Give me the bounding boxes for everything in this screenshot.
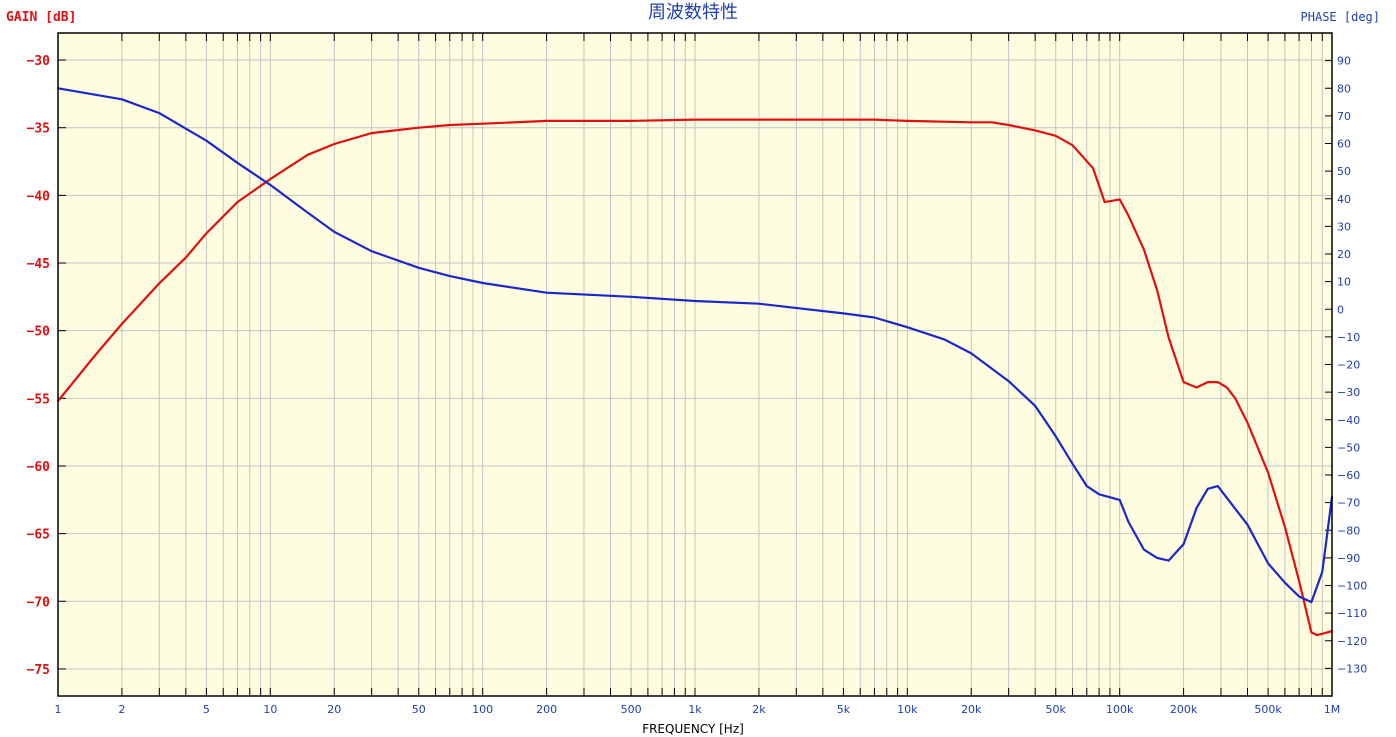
- gain-tick-label: −75: [27, 663, 50, 678]
- phase-tick-label: −110: [1337, 607, 1367, 620]
- x-tick-label: 2: [118, 703, 125, 716]
- chart-title: 周波数特性: [648, 2, 738, 23]
- x-tick-label: 1: [55, 703, 62, 716]
- phase-tick-label: −50: [1337, 441, 1360, 454]
- x-tick-label: 100k: [1106, 703, 1134, 716]
- x-axis-label: FREQUENCY [Hz]: [642, 722, 744, 736]
- x-tick-labels: 1 2 5 10 20 50 100 200 500 1k 2k 5k 10k 20k 50k 100k 200…: [55, 703, 1341, 716]
- gain-tick-label: −35: [27, 122, 50, 137]
- phase-tick-label: 40: [1337, 193, 1351, 206]
- gain-tick-label: −30: [27, 54, 51, 69]
- x-tick-label: 50: [412, 703, 426, 716]
- x-tick-label: 50k: [1046, 703, 1067, 716]
- phase-axis-label: PHASE [deg]: [1301, 10, 1380, 24]
- x-tick-label: 200: [536, 703, 557, 716]
- phase-tick-label: 30: [1337, 220, 1351, 233]
- phase-tick-label: 90: [1337, 55, 1351, 68]
- phase-tick-label: −10: [1337, 331, 1360, 344]
- grid-lines: [58, 33, 1332, 696]
- gain-axis-label: GAIN [dB]: [6, 10, 76, 25]
- phase-tick-label: 50: [1337, 165, 1351, 178]
- phase-tick-label: −40: [1337, 414, 1360, 427]
- phase-tick-label: 0: [1337, 303, 1344, 316]
- phase-tick-label: 10: [1337, 276, 1351, 289]
- series-layer: [56, 87, 1334, 637]
- phase-tick-label: −70: [1337, 497, 1360, 510]
- x-tick-label: 2k: [752, 703, 766, 716]
- x-tick-label: 5k: [837, 703, 851, 716]
- plot-frame: [57, 32, 1333, 697]
- x-tick-label: 20k: [961, 703, 982, 716]
- phase-tick-label: 20: [1337, 248, 1351, 261]
- x-tick-label: 1M: [1324, 703, 1341, 716]
- x-tick-label: 10k: [897, 703, 918, 716]
- gain-tick-label: −65: [27, 528, 50, 543]
- phase-tick-label: −100: [1337, 580, 1367, 593]
- gain-tick-label: −40: [27, 189, 51, 204]
- x-tick-label: 500: [621, 703, 642, 716]
- gain-tick-label: −55: [27, 392, 50, 407]
- phase-tick-label: 70: [1337, 110, 1351, 123]
- gain-tick-labels: −30 −35 −40 −45 −50 −55 −60 −65 −70 −75: [27, 54, 51, 678]
- phase-tick-label: −90: [1337, 552, 1360, 565]
- phase-tick-label: −130: [1337, 662, 1367, 675]
- phase-tick-label: −80: [1337, 524, 1360, 537]
- phase-tick-label: −120: [1337, 635, 1367, 648]
- phase-tick-label: 80: [1337, 82, 1351, 95]
- phase-tick-labels: 90 80 70 60 50 40 30 20 10 0 −10 −20 −30 −40 −50 −60 −70…: [1337, 55, 1367, 676]
- phase-series-line: [56, 87, 1334, 604]
- x-tick-label: 1k: [688, 703, 702, 716]
- x-tick-label: 10: [263, 703, 277, 716]
- phase-tick-label: −30: [1337, 386, 1360, 399]
- x-tick-label: 100: [472, 703, 493, 716]
- x-tick-label: 5: [203, 703, 210, 716]
- gain-tick-label: −70: [27, 595, 51, 610]
- phase-tick-label: 60: [1337, 138, 1351, 151]
- phase-tick-label: −20: [1337, 359, 1360, 372]
- x-tick-label: 20: [327, 703, 341, 716]
- x-tick-label: 200k: [1170, 703, 1198, 716]
- x-tick-label: 500k: [1254, 703, 1282, 716]
- gain-tick-label: −45: [27, 257, 50, 272]
- gain-tick-label: −50: [27, 325, 51, 340]
- axis-ticks: [58, 33, 1332, 696]
- gain-series-line: [56, 118, 1334, 637]
- phase-tick-label: −60: [1337, 469, 1360, 482]
- gain-tick-label: −60: [27, 460, 51, 475]
